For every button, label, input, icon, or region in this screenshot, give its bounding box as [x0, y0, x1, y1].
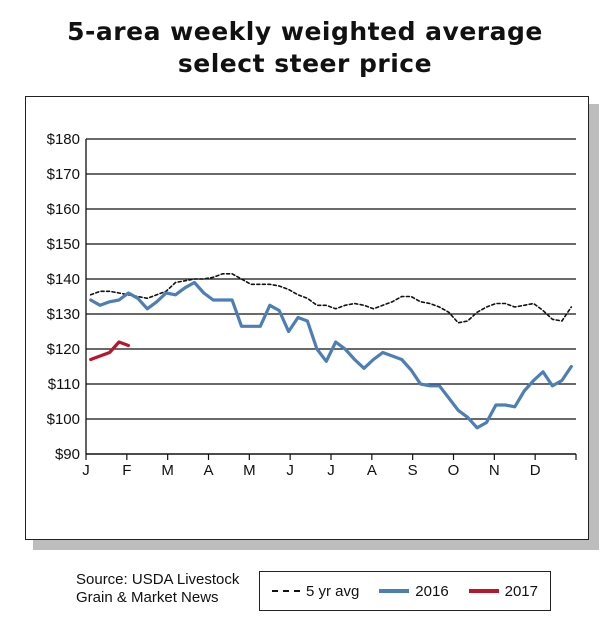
legend-swatch-2016 — [379, 589, 410, 593]
x-tick-label: O — [448, 462, 460, 479]
chart-legend: 5 yr avg 2016 2017 — [259, 571, 551, 611]
legend-item-2017: 2017 — [468, 582, 538, 600]
chart-title: 5-area weekly weighted average select st… — [0, 16, 610, 80]
series-line-2017 — [89, 340, 130, 362]
x-tick-label: D — [530, 462, 541, 479]
x-tick-label: M — [161, 462, 174, 479]
source-line-2: Grain & Market News — [76, 589, 219, 606]
x-tick-label: N — [489, 462, 500, 479]
source-line-1: Source: USDA Livestock — [76, 571, 240, 588]
y-tick-label: $120 — [47, 341, 80, 358]
x-tick-label: M — [243, 462, 256, 479]
legend-label-5yr-avg: 5 yr avg — [306, 582, 360, 600]
x-tick-label: J — [286, 462, 294, 479]
y-tick-label: $150 — [47, 236, 80, 253]
legend-swatch-5yr-avg — [272, 590, 300, 592]
y-tick-label: $170 — [47, 166, 80, 183]
y-tick-label: $130 — [47, 306, 80, 323]
x-tick-label: F — [122, 462, 131, 479]
chart-title-line-2: select steer price — [177, 49, 433, 78]
source-note: Source: USDA Livestock Grain & Market Ne… — [76, 571, 239, 607]
legend-item-2016: 2016 — [379, 582, 449, 600]
chart-frame — [25, 96, 589, 540]
chart-title-line-1: 5-area weekly weighted average — [67, 17, 543, 46]
legend-label-2017: 2017 — [504, 582, 538, 600]
series-line-2016 — [89, 280, 573, 430]
series-line-5-yr-avg — [89, 272, 573, 324]
x-tick-label: J — [82, 462, 90, 479]
y-tick-label: $180 — [47, 131, 80, 148]
x-tick-label: A — [203, 462, 213, 479]
y-tick-label: $100 — [47, 411, 80, 428]
legend-label-2016: 2016 — [415, 582, 449, 600]
y-tick-label: $90 — [55, 446, 80, 463]
y-tick-label: $160 — [47, 201, 80, 218]
x-tick-label: A — [367, 462, 377, 479]
legend-item-5yr-avg: 5 yr avg — [272, 583, 359, 600]
x-tick-label: S — [408, 462, 418, 479]
y-tick-label: $140 — [47, 271, 80, 288]
legend-swatch-2017 — [468, 589, 499, 593]
x-tick-label: J — [327, 462, 335, 479]
y-tick-label: $110 — [48, 376, 80, 393]
